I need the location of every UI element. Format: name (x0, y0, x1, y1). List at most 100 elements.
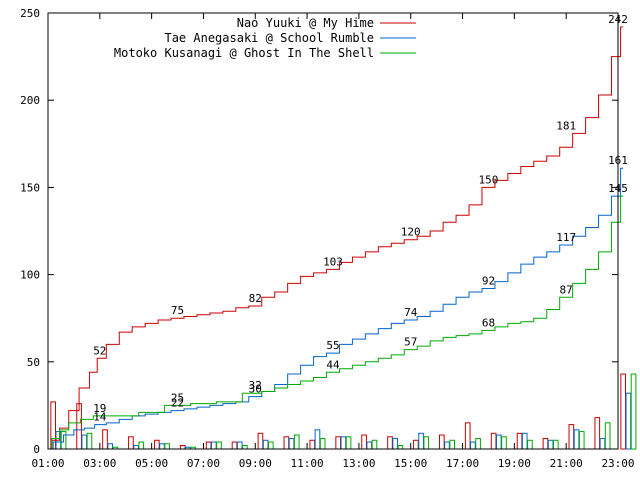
bar-2 (475, 438, 481, 450)
bar-0 (413, 439, 419, 450)
bar-1 (521, 432, 528, 450)
series-line-1 (48, 167, 624, 450)
bar-0 (231, 441, 238, 450)
bar-0 (620, 373, 627, 450)
bar-0 (594, 417, 601, 450)
bar-1 (444, 441, 450, 450)
data-label: 30 (249, 383, 262, 396)
data-label: 120 (401, 226, 421, 239)
data-label: 57 (404, 336, 417, 349)
data-label: 82 (249, 292, 262, 305)
bar-2 (242, 445, 248, 450)
bar-2 (345, 436, 352, 450)
x-tick-label: 07:00 (187, 457, 220, 470)
legend-label: Tae Anegasaki @ School Rumble (164, 31, 374, 45)
data-label: 32 (249, 379, 262, 392)
bar-1 (262, 439, 269, 450)
axis-ticks-layer: 0 50 100 150 200 250 01:00 03:00 05:00 07:00 09:00… (20, 7, 634, 470)
bar-0 (309, 439, 316, 450)
y-tick-label: 250 (20, 7, 40, 20)
bar-2 (293, 434, 300, 450)
bar-1 (133, 445, 139, 450)
bar-0 (516, 432, 523, 450)
bar-0 (542, 438, 549, 450)
bar-1 (495, 434, 502, 450)
bar-2 (527, 439, 533, 450)
data-label: 19 (93, 402, 106, 415)
bar-1 (210, 441, 217, 450)
bar-2 (371, 439, 378, 450)
data-label: 22 (171, 397, 184, 410)
bar-0 (283, 436, 290, 450)
bar-0 (102, 429, 108, 450)
x-tick-label: 23:00 (601, 457, 634, 470)
bar-0 (387, 436, 393, 450)
bar-2 (397, 445, 404, 450)
bar-2 (630, 373, 637, 450)
lines-layer (48, 26, 624, 450)
bar-2 (138, 441, 145, 450)
data-label: 87 (560, 283, 573, 296)
legend-label: Motoko Kusanagi @ Ghost In The Shell (114, 46, 374, 60)
bar-0 (205, 441, 212, 450)
x-tick-label: 05:00 (135, 457, 168, 470)
bar-1 (573, 429, 580, 450)
bar-2 (267, 441, 274, 450)
bar-2 (552, 439, 559, 450)
x-tick-label: 03:00 (83, 457, 116, 470)
data-label: 74 (404, 306, 418, 319)
x-tick-label: 17:00 (446, 457, 479, 470)
data-label: 181 (556, 119, 576, 132)
bar-1 (107, 443, 114, 450)
data-label: 103 (323, 255, 343, 268)
y-tick-label: 50 (27, 356, 40, 369)
bar-1 (418, 432, 424, 450)
bar-2 (501, 436, 507, 450)
legend-label: Nao Yuuki @ My Hime (237, 16, 374, 30)
plot-frame (47, 12, 619, 450)
data-label: 25 (171, 391, 184, 404)
data-label: 75 (171, 304, 184, 317)
y-tick-label: 200 (20, 94, 40, 107)
series-line-0 (48, 26, 624, 450)
bar-2 (423, 436, 430, 450)
bar-0 (335, 436, 342, 450)
bar-1 (288, 438, 295, 450)
data-label: 52 (93, 344, 106, 357)
x-tick-label: 21:00 (550, 457, 583, 470)
y-tick-label: 150 (20, 181, 40, 194)
bar-1 (470, 441, 476, 450)
data-labels-layer: 5275821031201501812421422305574921171611… (93, 13, 628, 424)
bar-2 (86, 432, 93, 450)
bar-2 (216, 441, 222, 450)
bar-1 (366, 441, 373, 450)
bar-2 (578, 431, 585, 450)
bar-0 (464, 422, 471, 450)
bar-1 (159, 443, 165, 450)
x-tick-label: 13:00 (342, 457, 375, 470)
x-tick-label: 09:00 (239, 457, 272, 470)
bar-1 (625, 392, 632, 450)
bar-0 (438, 434, 445, 450)
bar-1 (340, 436, 347, 450)
data-label: 150 (479, 173, 499, 186)
bars-layer (50, 373, 637, 450)
bar-0 (257, 432, 264, 450)
data-label: 14 (93, 411, 107, 424)
bar-1 (599, 438, 606, 450)
x-tick-label: 19:00 (498, 457, 531, 470)
data-label: 92 (482, 275, 495, 288)
bar-0 (128, 436, 134, 450)
bar-0 (361, 434, 367, 450)
data-label: 55 (326, 339, 339, 352)
bar-0 (568, 424, 575, 450)
bar-1 (392, 438, 399, 450)
series-line-2 (48, 195, 624, 450)
bar-0 (153, 439, 160, 450)
data-label: 117 (556, 231, 576, 244)
bar-2 (449, 439, 456, 450)
y-tick-label: 100 (20, 269, 40, 282)
bar-2 (319, 438, 326, 450)
